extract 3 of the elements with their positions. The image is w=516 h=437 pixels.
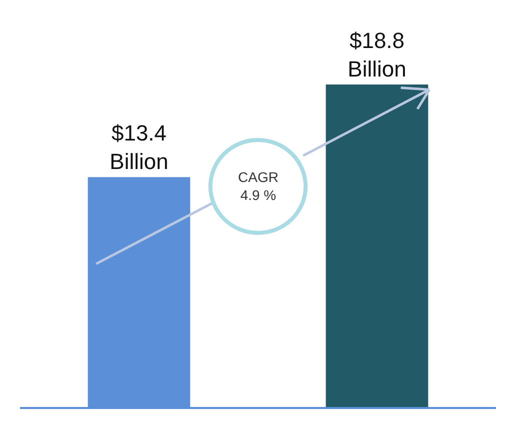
annotation: CAGR 4.9 %: [238, 169, 278, 204]
data-label: $18.8 Billion: [348, 28, 406, 82]
data-label: $13.4 Billion: [110, 120, 168, 174]
